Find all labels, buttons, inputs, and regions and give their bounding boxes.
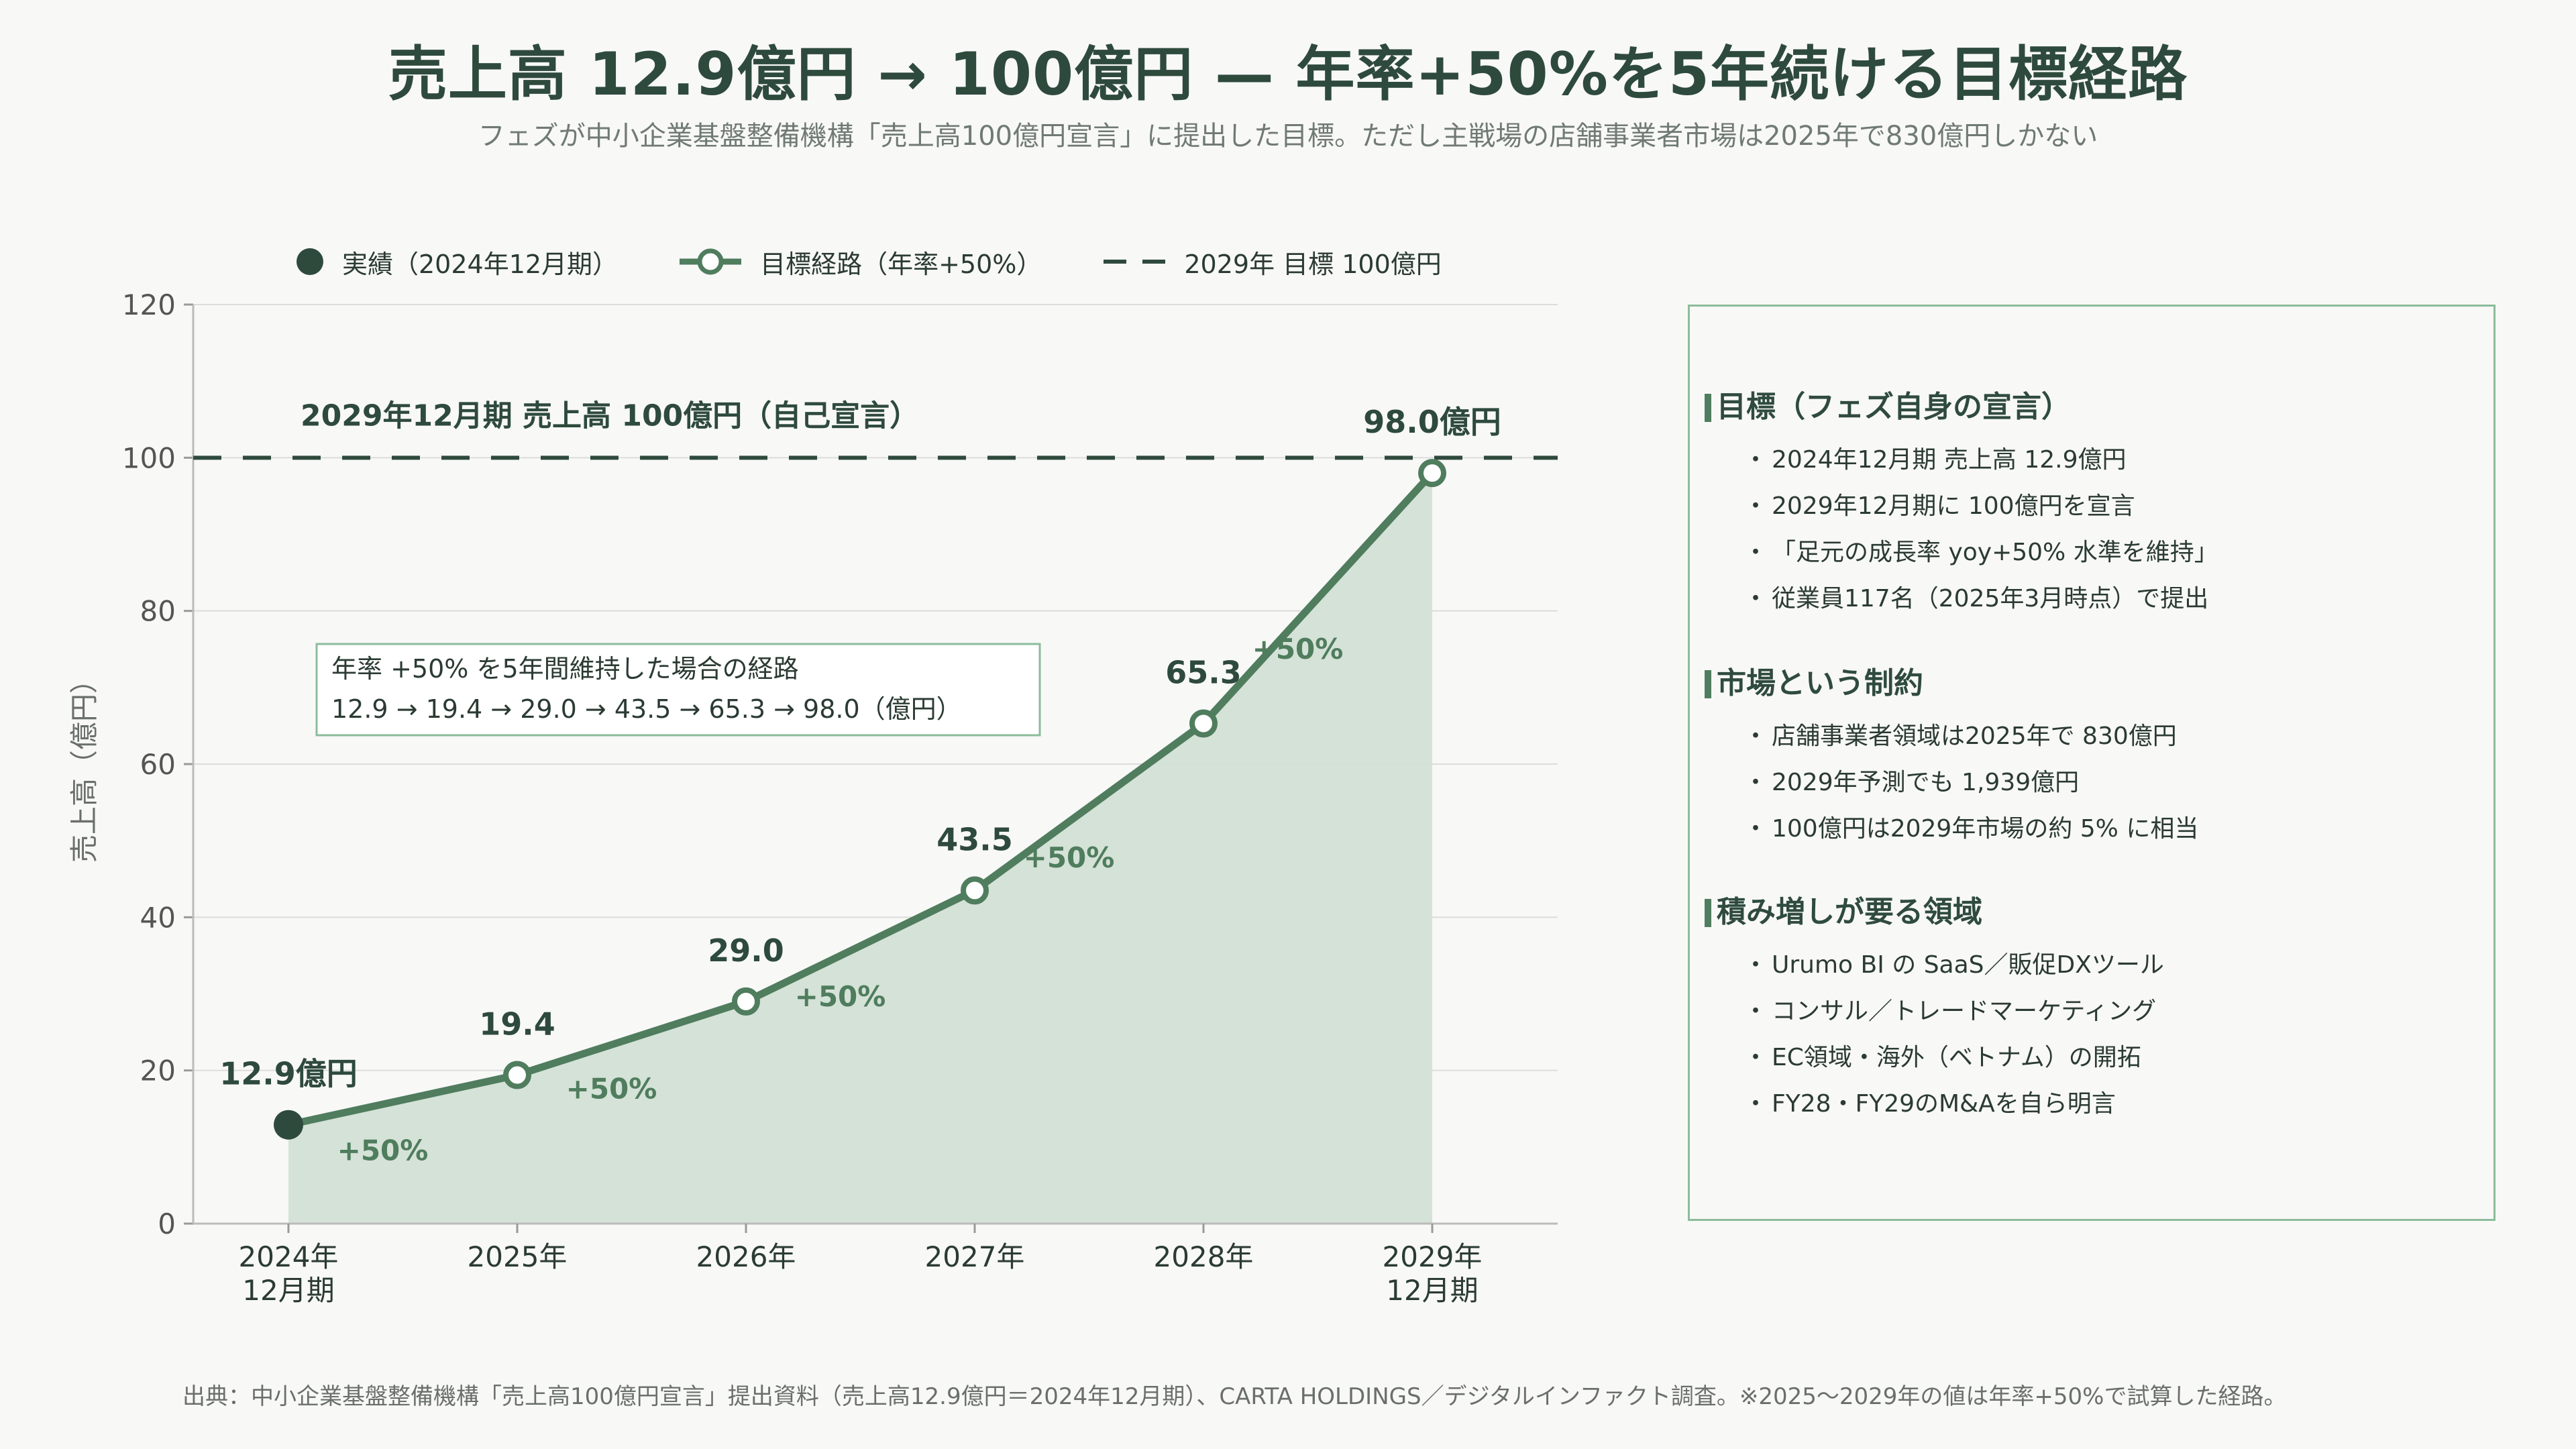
data-label: 12.9億円 [219,1056,358,1092]
list-item: 「足元の成長率 yoy+50% 水準を維持」 [1690,529,2493,576]
x-tick-label-line: 2027年 [925,1240,1025,1273]
list-item: 店舗事業者領域は2025年で 830億円 [1690,713,2493,759]
x-tick-label-line: 2029年 [1383,1240,1483,1273]
page-title: 売上高 12.9億円 → 100億円 — 年率+50%を5年続ける目標経路 [388,40,2188,109]
x-tick-label: 2026年 [696,1240,796,1273]
data-points [274,459,1446,1140]
x-tick-label: 2024年 12月期 [239,1240,339,1307]
x-tick-label-line: 2025年 [468,1240,568,1273]
series-line [287,470,1436,1129]
legend-label-actual: 実績（2024年12月期） [342,249,619,279]
legend-swatch-target-path [678,247,743,276]
x-tick-label: 2027年 [925,1240,1025,1273]
series-point [961,876,989,905]
growth-label: +50% [795,980,886,1013]
list-item: EC領域・海外（ベトナム）の開拓 [1690,1034,2493,1081]
summary-panel: 目標（フェズ自身の宣言） 2024年12月期 売上高 12.9億円 2029年1… [1688,305,2496,1221]
data-label: 65.3 [1165,654,1242,690]
path-annotation: 年率 +50% を5年間維持した場合の経路 12.9 → 19.4 → 29.0 … [315,643,1041,737]
y-tick-label: 80 [140,595,176,628]
panel-list-market: 店舗事業者領域は2025年で 830億円 2029年予測でも 1,939億円 1… [1690,713,2493,852]
growth-label: +50% [337,1134,429,1167]
x-tick-label-line: 2024年 [239,1240,339,1273]
y-tick-label: 100 [122,441,176,474]
legend-item-goal: 2029年 目標 100億円 [1102,244,1442,280]
y-tick-label: 0 [158,1208,176,1240]
series-line-group [287,470,1436,1129]
x-tick-label-line: 2028年 [1154,1240,1254,1273]
data-label: 29.0 [708,932,784,969]
annotation-line-2: 12.9 → 19.4 → 29.0 → 43.5 → 65.3 → 98.0（… [331,694,962,724]
x-tick-label-line: 12月期 [1386,1274,1478,1307]
list-item: コンサル／トレードマーケティング [1690,988,2493,1034]
x-tick-label: 2029年 12月期 [1383,1240,1483,1307]
panel-heading-growth-areas: 積み増しが要る領域 [1690,892,2493,932]
panel-list-growth-areas: Urumo BI の SaaS／販促DXツール コンサル／トレードマーケティング… [1690,942,2493,1127]
actual-point [274,1110,303,1140]
legend-label-target-path: 目標経路（年率+50%） [760,249,1042,279]
legend-item-target-path: 目標経路（年率+50%） [678,244,1042,280]
data-labels: 12.9億円 19.4 29.0 43.5 65.3 98.0億円 +50% +50% +50%… [219,404,1501,1167]
legend-swatch-actual [295,247,325,276]
area-fill [288,473,1432,1224]
chart-legend: 実績（2024年12月期） 目標経路（年率+50%） 2029年 目標 100億… [295,241,1502,282]
list-item: 100億円は2029年市場の約 5% に相当 [1690,806,2493,852]
series-area [288,473,1432,1224]
growth-label: +50% [566,1073,657,1106]
growth-label: +50% [1252,633,1344,665]
series-point [1189,709,1218,738]
x-tick-label: 2025年 [468,1240,568,1273]
list-item: 2029年予測でも 1,939億円 [1690,759,2493,806]
panel-heading-market: 市場という制約 [1690,663,2493,704]
panel-list-goal: 2024年12月期 売上高 12.9億円 2029年12月期に 100億円を宣言… [1690,437,2493,622]
series-point [503,1061,531,1089]
page-subtitle: フェズが中小企業基盤整備機構「売上高100億円宣言」に提出した目標。ただし主戦場… [478,121,2098,152]
list-item: 従業員117名（2025年3月時点）で提出 [1690,576,2493,622]
series-point [1418,459,1446,488]
panel-section-market: 市場という制約 店舗事業者領域は2025年で 830億円 2029年予測でも 1… [1690,663,2493,852]
list-item: FY28・FY29のM&Aを自ら明言 [1690,1081,2493,1127]
x-tick-label-line: 2026年 [696,1240,796,1273]
panel-section-growth-areas: 積み増しが要る領域 Urumo BI の SaaS／販促DXツール コンサル／ト… [1690,892,2493,1127]
data-label: 98.0億円 [1363,404,1501,440]
source-note: 出典：中小企業基盤整備機構「売上高100億円宣言」提出資料（売上高12.9億円＝… [182,1383,2287,1410]
data-label: 43.5 [936,821,1013,857]
annotation-line-1: 年率 +50% を5年間維持した場合の経路 [331,654,799,684]
panel-section-goal: 目標（フェズ自身の宣言） 2024年12月期 売上高 12.9億円 2029年1… [1690,387,2493,622]
y-tick-label: 60 [140,748,176,781]
y-tick-label: 20 [140,1055,176,1087]
list-item: Urumo BI の SaaS／販促DXツール [1690,942,2493,988]
annotation-box [315,643,1041,737]
x-tick-label: 2028年 [1154,1240,1254,1273]
target-label: 2029年12月期 売上高 100億円（自己宣言） [301,398,919,433]
x-tick-label-line: 12月期 [242,1274,334,1307]
list-item: 2029年12月期に 100億円を宣言 [1690,483,2493,529]
legend-swatch-goal [1102,247,1167,276]
panel-heading-goal: 目標（フェズ自身の宣言） [1690,387,2493,427]
series-point [732,987,760,1016]
y-tick-label: 120 [122,288,176,321]
legend-label-goal: 2029年 目標 100億円 [1184,249,1442,279]
list-item: 2024年12月期 売上高 12.9億円 [1690,437,2493,483]
legend-item-actual: 実績（2024年12月期） [295,244,618,280]
y-tick-label: 40 [140,901,176,934]
data-label: 19.4 [479,1006,555,1042]
growth-label: +50% [1024,841,1115,874]
y-axis-label: 売上高（億円） [68,665,101,863]
target-line-group: 2029年12月期 売上高 100億円（自己宣言） [193,398,1558,460]
